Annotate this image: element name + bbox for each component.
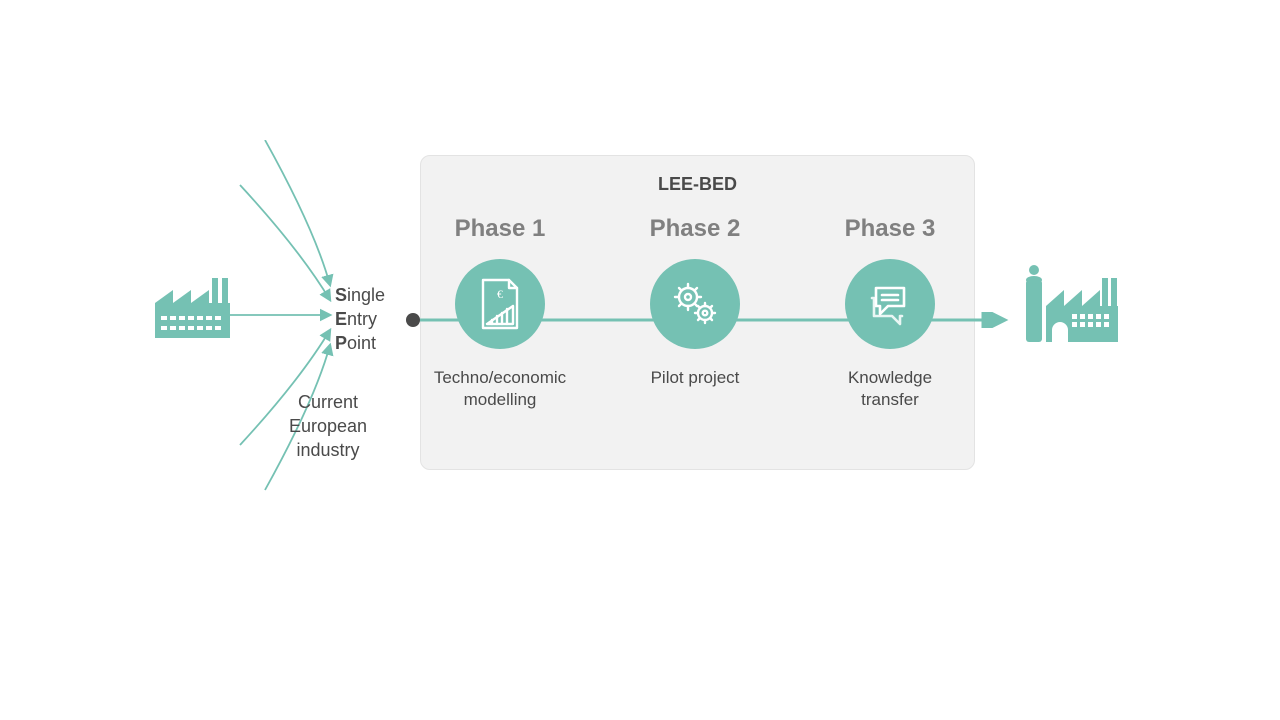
phase-1-desc-l2: modelling (410, 389, 590, 411)
phase-2-circle (650, 259, 740, 349)
current-l3: industry (268, 438, 388, 462)
chat-transfer-icon (862, 276, 918, 332)
phase-3-title: Phase 3 (800, 215, 980, 243)
diagram-stage: Single Entry Point Current European indu… (0, 0, 1280, 720)
sep-p-bold: P (335, 333, 347, 353)
sep-s-bold: S (335, 285, 347, 305)
phase-3-circle (845, 259, 935, 349)
current-industry-label: Current European industry (268, 390, 388, 462)
sep-acronym: Single Entry Point (335, 283, 385, 355)
phase-2-desc-l1: Pilot project (605, 367, 785, 389)
document-euro-icon: € (475, 276, 525, 332)
factory-out-icon (1020, 258, 1120, 346)
phase-2-title: Phase 2 (605, 215, 785, 243)
current-l2: European (268, 414, 388, 438)
phase-3-desc-l1: Knowledge (800, 367, 980, 389)
phase-1-desc-l1: Techno/economic (410, 367, 590, 389)
phase-2-desc: Pilot project (605, 367, 785, 389)
phase-2: Phase 2 (605, 215, 785, 389)
factory-in-icon (155, 278, 230, 338)
sep-e-rest: ntry (347, 309, 377, 329)
phase-1-title: Phase 1 (410, 215, 590, 243)
phase-3-desc: Knowledge transfer (800, 367, 980, 411)
phase-3: Phase 3 Knowledge transfer (800, 215, 980, 411)
current-l1: Current (268, 390, 388, 414)
sep-p-rest: oint (347, 333, 376, 353)
sep-e-bold: E (335, 309, 347, 329)
phase-1-desc: Techno/economic modelling (410, 367, 590, 411)
phase-3-desc-l2: transfer (800, 389, 980, 411)
panel-title: LEE-BED (421, 174, 974, 195)
gears-icon (667, 276, 723, 332)
phase-1: Phase 1 € Techno/economic modelling (410, 215, 590, 411)
phase-1-circle: € (455, 259, 545, 349)
svg-text:€: € (497, 287, 503, 301)
sep-s-rest: ingle (347, 285, 385, 305)
